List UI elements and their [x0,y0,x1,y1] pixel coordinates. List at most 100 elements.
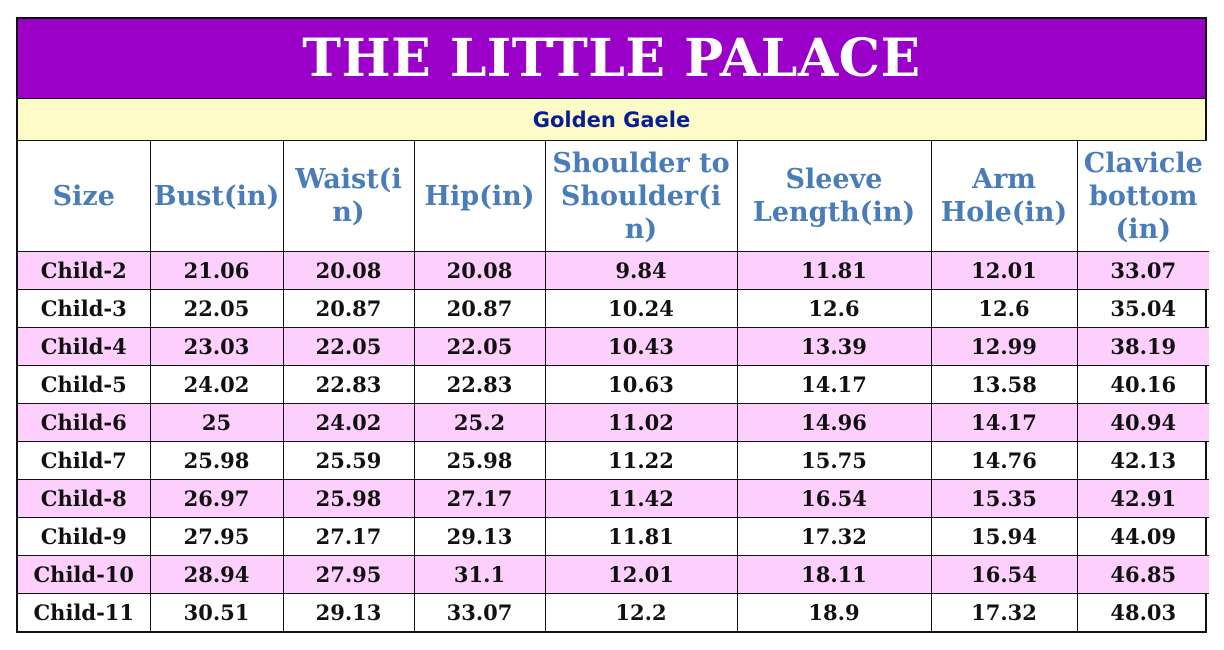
measurement-cell: 18.11 [736,555,932,594]
measurement-cell: 22.05 [282,327,415,366]
measurement-cell: 12.01 [544,555,738,594]
measurement-cell: 25.59 [282,441,415,480]
measurement-cell: 48.03 [1076,593,1209,631]
measurement-cell: 14.76 [930,441,1078,480]
size-table: Size Bust(in) Waist(in) Hip(in) Shoulder… [18,141,1209,631]
measurement-cell: 22.83 [282,365,415,404]
table-row: Child-6 25 24.02 25.2 11.02 14.96 14.17 40.94 [18,403,1209,442]
table-row: Child-7 25.98 25.59 25.98 11.22 15.75 14.76 42.… [18,441,1209,480]
size-cell: Child-3 [18,289,151,328]
size-chart: THE LITTLE PALACE Golden Gaele Size Bust… [16,17,1209,633]
measurement-cell: 23.03 [149,327,284,366]
measurement-cell: 16.54 [736,479,932,518]
size-cell: Child-7 [18,441,151,480]
measurement-cell: 11.81 [544,517,738,556]
measurement-cell: 9.84 [544,251,738,290]
measurement-cell: 22.83 [413,365,546,404]
header-sleeve: Sleeve Length(in) [736,141,932,252]
measurement-cell: 14.17 [930,403,1078,442]
measurement-cell: 15.94 [930,517,1078,556]
measurement-cell: 25.2 [413,403,546,442]
measurement-cell: 10.63 [544,365,738,404]
measurement-cell: 10.24 [544,289,738,328]
table-row: Child-8 26.97 25.98 27.17 11.42 16.54 15.35 42.… [18,479,1209,518]
measurement-cell: 30.51 [149,593,284,631]
measurement-cell: 14.17 [736,365,932,404]
measurement-cell: 25 [149,403,284,442]
measurement-cell: 25.98 [413,441,546,480]
size-cell: Child-4 [18,327,151,366]
measurement-cell: 44.09 [1076,517,1209,556]
measurement-cell: 25.98 [149,441,284,480]
page-title: THE LITTLE PALACE [302,28,921,89]
measurement-cell: 13.58 [930,365,1078,404]
measurement-cell: 42.13 [1076,441,1209,480]
product-name: Golden Gaele [532,107,691,132]
measurement-cell: 40.94 [1076,403,1209,442]
measurement-cell: 29.13 [413,517,546,556]
measurement-cell: 10.43 [544,327,738,366]
header-row: Size Bust(in) Waist(in) Hip(in) Shoulder… [18,141,1209,252]
title-banner: THE LITTLE PALACE [18,19,1205,99]
measurement-cell: 25.98 [282,479,415,518]
measurement-cell: 17.32 [930,593,1078,631]
measurement-cell: 29.13 [282,593,415,631]
measurement-cell: 12.2 [544,593,738,631]
measurement-cell: 42.91 [1076,479,1209,518]
size-cell: Child-11 [18,593,151,631]
measurement-cell: 24.02 [282,403,415,442]
measurement-cell: 13.39 [736,327,932,366]
measurement-cell: 18.9 [736,593,932,631]
measurement-cell: 21.06 [149,251,284,290]
measurement-cell: 11.81 [736,251,932,290]
measurement-cell: 38.19 [1076,327,1209,366]
size-cell: Child-9 [18,517,151,556]
measurement-cell: 22.05 [413,327,546,366]
measurement-cell: 12.99 [930,327,1078,366]
measurement-cell: 15.35 [930,479,1078,518]
measurement-cell: 11.42 [544,479,738,518]
header-hip: Hip(in) [413,141,546,252]
table-row: Child-9 27.95 27.17 29.13 11.81 17.32 15.94 44.… [18,517,1209,556]
size-cell: Child-10 [18,555,151,594]
measurement-cell: 12.01 [930,251,1078,290]
measurement-cell: 17.32 [736,517,932,556]
measurement-cell: 33.07 [1076,251,1209,290]
table-row: Child-4 23.03 22.05 22.05 10.43 13.39 12.99 38.… [18,327,1209,366]
measurement-cell: 12.6 [930,289,1078,328]
measurement-cell: 27.17 [282,517,415,556]
measurement-cell: 12.6 [736,289,932,328]
measurement-cell: 26.97 [149,479,284,518]
table-row: Child-10 28.94 27.95 31.1 12.01 18.11 16.54 46.… [18,555,1209,594]
table-row: Child-3 22.05 20.87 20.87 10.24 12.6 12.6 35.04 [18,289,1209,328]
size-cell: Child-5 [18,365,151,404]
measurement-cell: 33.07 [413,593,546,631]
size-cell: Child-6 [18,403,151,442]
measurement-cell: 20.08 [413,251,546,290]
measurement-cell: 15.75 [736,441,932,480]
measurement-cell: 40.16 [1076,365,1209,404]
measurement-cell: 11.02 [544,403,738,442]
size-cell: Child-8 [18,479,151,518]
table-row: Child-11 30.51 29.13 33.07 12.2 18.9 17.32 48.0… [18,593,1209,631]
header-bust: Bust(in) [149,141,284,252]
measurement-cell: 46.85 [1076,555,1209,594]
measurement-cell: 24.02 [149,365,284,404]
measurement-cell: 27.95 [149,517,284,556]
table-row: Child-2 21.06 20.08 20.08 9.84 11.81 12.01 33.0… [18,251,1209,290]
header-clavicle: Clavicle bottom (in) [1076,141,1209,252]
measurement-cell: 16.54 [930,555,1078,594]
header-waist: Waist(in) [282,141,415,252]
measurement-cell: 14.96 [736,403,932,442]
subtitle-bar: Golden Gaele [18,99,1205,141]
measurement-cell: 27.17 [413,479,546,518]
measurement-cell: 22.05 [149,289,284,328]
measurement-cell: 20.08 [282,251,415,290]
header-armhole: Arm Hole(in) [930,141,1078,252]
header-shoulder: Shoulder to Shoulder(in) [544,141,738,252]
measurement-cell: 11.22 [544,441,738,480]
measurement-cell: 20.87 [282,289,415,328]
measurement-cell: 31.1 [413,555,546,594]
measurement-cell: 28.94 [149,555,284,594]
measurement-cell: 20.87 [413,289,546,328]
